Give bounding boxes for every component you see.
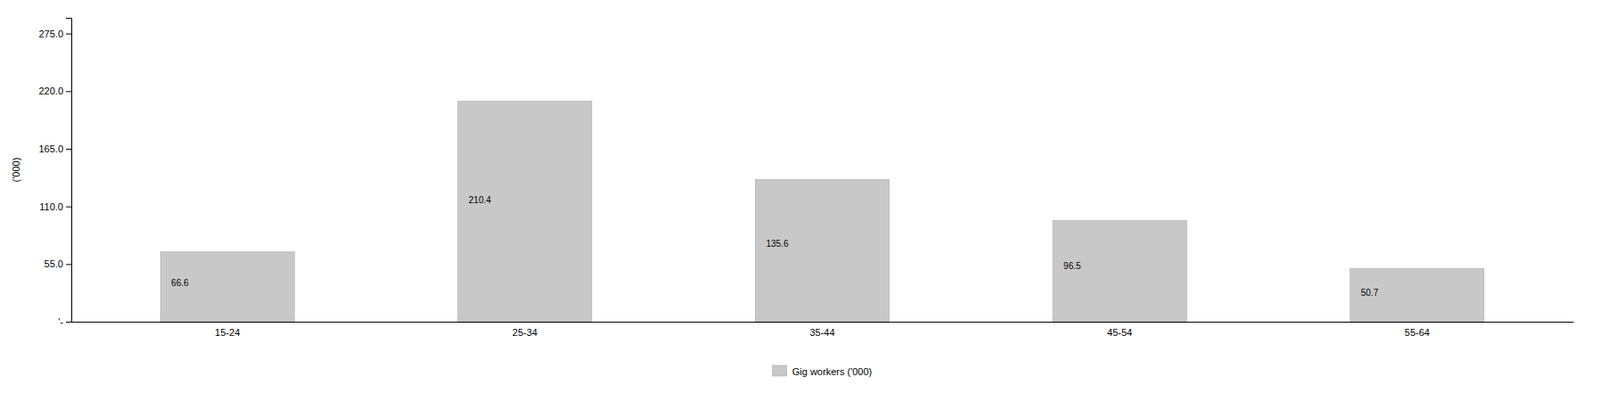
x-tick-label: 55-64 [1404, 327, 1430, 338]
y-tick: 165.0 [38, 143, 72, 155]
data-label: 135.6 [765, 238, 788, 249]
x-tick-label: 35-44 [809, 327, 835, 338]
legend-swatch [772, 365, 788, 377]
x-tick-label: 25-34 [512, 327, 538, 338]
data-labels: 66.6 210.4 135.6 96.5 50.7 [171, 195, 1379, 297]
y-tick-label: 55.0 [44, 258, 64, 270]
bar [458, 101, 592, 322]
plot: '- 55.0 110.0 165.0 220.0 275.0 15-24 25-34 35-4… [38, 18, 1574, 338]
y-axis-title: ('000) [10, 157, 22, 183]
legend-label: Gig workers ('000) [792, 366, 873, 378]
x-axis: 15-24 25-34 35-44 45-54 55-64 [72, 322, 1575, 338]
y-tick-mark [65, 263, 72, 265]
data-label: 66.6 [171, 278, 189, 288]
legend-item: Gig workers ('000) [772, 365, 873, 378]
y-tick-label: '- [57, 316, 64, 328]
y-tick-label: 220.0 [38, 85, 64, 97]
x-tick: 55-64 [1404, 327, 1430, 338]
data-label: 96.5 [1063, 261, 1082, 271]
y-tick: 110.0 [39, 201, 72, 213]
bar [754, 180, 889, 322]
data-label: 50.7 [1361, 287, 1379, 298]
y-tick-label: 275.0 [38, 28, 64, 40]
x-tick: 35-44 [809, 327, 835, 338]
y-tick: 275.0 [38, 28, 72, 40]
y-tick-mark [65, 90, 72, 92]
y-tick-mark [65, 206, 72, 208]
y-axis-line [65, 18, 73, 323]
y-tick: 55.0 [44, 258, 72, 270]
x-axis-line [72, 321, 1575, 323]
y-tick-label: 110.0 [39, 201, 64, 213]
y-tick-mark [65, 33, 72, 35]
chart: '- 55.0 110.0 165.0 220.0 275.0 15-24 25-34 35-4… [0, 0, 1600, 393]
bar [1350, 268, 1485, 322]
y-tick-mark [65, 321, 72, 323]
y-tick: 220.0 [38, 85, 72, 97]
y-tick: '- [57, 316, 72, 328]
bar [1052, 221, 1187, 322]
y-axis: '- 55.0 110.0 165.0 220.0 275.0 [38, 18, 72, 329]
data-label: 210.4 [468, 195, 492, 206]
legend: Gig workers ('000) [772, 365, 873, 378]
x-tick: 45-54 [1107, 327, 1133, 338]
bar [160, 252, 295, 322]
x-tick-label: 45-54 [1107, 327, 1133, 338]
y-tick-mark [65, 148, 72, 150]
x-tick: 15-24 [214, 327, 240, 338]
y-tick-label: 165.0 [38, 143, 64, 155]
marks [160, 101, 1485, 322]
x-tick: 25-34 [512, 327, 538, 338]
x-tick-label: 15-24 [214, 327, 240, 338]
